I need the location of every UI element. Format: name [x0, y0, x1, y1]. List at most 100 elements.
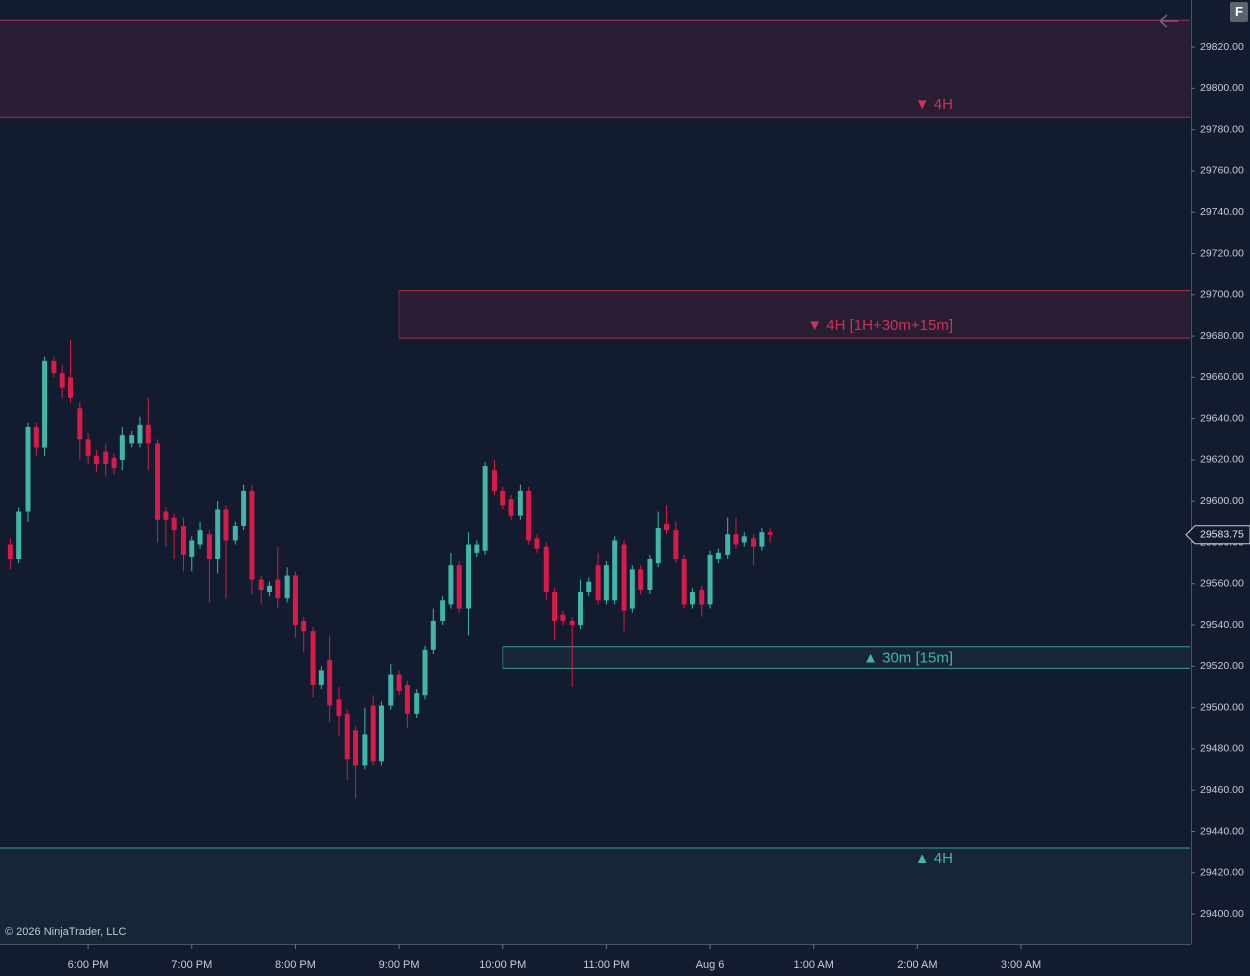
candle-body	[707, 554, 713, 605]
x-tick-label: 10:00 PM	[479, 959, 526, 971]
candle-body	[275, 579, 281, 599]
candle-body	[586, 581, 592, 593]
candle-body	[370, 705, 376, 762]
x-tick-label: 2:00 AM	[897, 959, 937, 971]
candle-body	[119, 435, 125, 460]
candle-body	[155, 443, 161, 520]
zone-label: ▲ 30m [15m]	[863, 650, 953, 667]
x-tick-label: 1:00 AM	[794, 959, 834, 971]
x-tick-label: 9:00 PM	[379, 959, 420, 971]
candle-body	[25, 426, 31, 512]
candle-body	[180, 525, 186, 555]
candle-body	[336, 699, 342, 716]
candle-body	[430, 620, 436, 650]
candle-body	[560, 614, 566, 621]
candle-body	[595, 565, 601, 601]
candle-body	[759, 532, 765, 547]
candle-body	[396, 674, 402, 692]
zone-label: ▲ 4H	[915, 850, 953, 867]
zone	[0, 20, 1190, 118]
candle-body	[689, 592, 695, 605]
y-tick-label: 29500.00	[1200, 701, 1244, 713]
x-tick-label: 3:00 AM	[1001, 959, 1041, 971]
y-tick-label: 29660.00	[1200, 371, 1244, 383]
candle-body	[517, 490, 523, 516]
candle-body	[353, 730, 359, 766]
copyright: © 2026 NinjaTrader, LLC	[5, 926, 126, 938]
candle-body	[448, 565, 454, 605]
candle-body	[249, 490, 255, 580]
candle-body	[621, 544, 627, 611]
candle-body	[741, 536, 747, 543]
candle-body	[77, 408, 83, 440]
candle-body	[103, 451, 109, 465]
candle-body	[508, 499, 514, 516]
candle-body	[612, 540, 618, 601]
y-tick-label: 29720.00	[1200, 247, 1244, 259]
candle-body	[388, 674, 394, 706]
zone-label: ▼ 4H [1H+30m+15m]	[807, 317, 953, 334]
candle-body	[145, 424, 151, 444]
y-tick-label: 29780.00	[1200, 123, 1244, 135]
last-price-label: 29583.75	[1200, 529, 1244, 541]
candle-body	[258, 579, 264, 590]
candle-body	[629, 569, 635, 609]
candle-body	[318, 670, 324, 685]
candle-body	[93, 455, 99, 465]
y-tick-label: 29640.00	[1200, 412, 1244, 424]
candle-body	[67, 377, 73, 398]
zone	[0, 848, 1190, 944]
f-button[interactable]: F	[1230, 2, 1248, 22]
y-tick-label: 29680.00	[1200, 330, 1244, 342]
candle-body	[699, 589, 705, 605]
last-price-box	[1185, 525, 1250, 545]
zone	[399, 290, 1191, 339]
candle-body	[664, 523, 670, 531]
candle-body	[301, 620, 307, 632]
candle-body	[163, 511, 169, 520]
candle-body	[362, 734, 368, 766]
candle-body	[681, 559, 687, 605]
zone	[502, 646, 1190, 669]
candle-body	[466, 544, 472, 609]
candle-body	[85, 439, 91, 456]
candle-body	[474, 544, 480, 553]
y-tick-label: 29560.00	[1200, 578, 1244, 590]
candle-body	[673, 530, 679, 560]
candle-body	[456, 565, 462, 609]
y-tick-label: 29460.00	[1200, 784, 1244, 796]
candle-body	[603, 565, 609, 601]
candle-body	[733, 534, 739, 545]
x-tick-label: 6:00 PM	[68, 959, 109, 971]
candle-body	[655, 528, 661, 564]
candle-body	[638, 569, 644, 590]
y-tick-label: 29800.00	[1200, 82, 1244, 94]
x-tick-label: 7:00 PM	[171, 959, 212, 971]
candle-body	[223, 509, 229, 541]
y-tick-label: 29760.00	[1200, 165, 1244, 177]
candle-body	[215, 509, 221, 560]
candle-body	[33, 426, 39, 448]
x-tick-label: 8:00 PM	[275, 959, 316, 971]
x-tick-label: 11:00 PM	[583, 959, 629, 971]
candle-body	[42, 360, 48, 448]
candle-body	[189, 540, 195, 557]
candle-body	[577, 592, 583, 626]
candle-body	[647, 559, 653, 590]
candle-body	[422, 649, 428, 696]
candle-body	[51, 360, 57, 374]
candle-body	[267, 585, 273, 593]
y-tick-label: 29400.00	[1200, 908, 1244, 920]
candle-body	[725, 534, 731, 555]
candle-body	[7, 544, 13, 560]
candle-body	[197, 530, 203, 545]
y-tick-label: 29440.00	[1200, 825, 1244, 837]
candle-body	[552, 592, 558, 621]
candle-body	[241, 490, 247, 526]
candle-body	[491, 470, 497, 491]
y-tick-label: 29480.00	[1200, 743, 1244, 755]
candle-body	[292, 575, 298, 626]
candle-body	[767, 532, 773, 535]
